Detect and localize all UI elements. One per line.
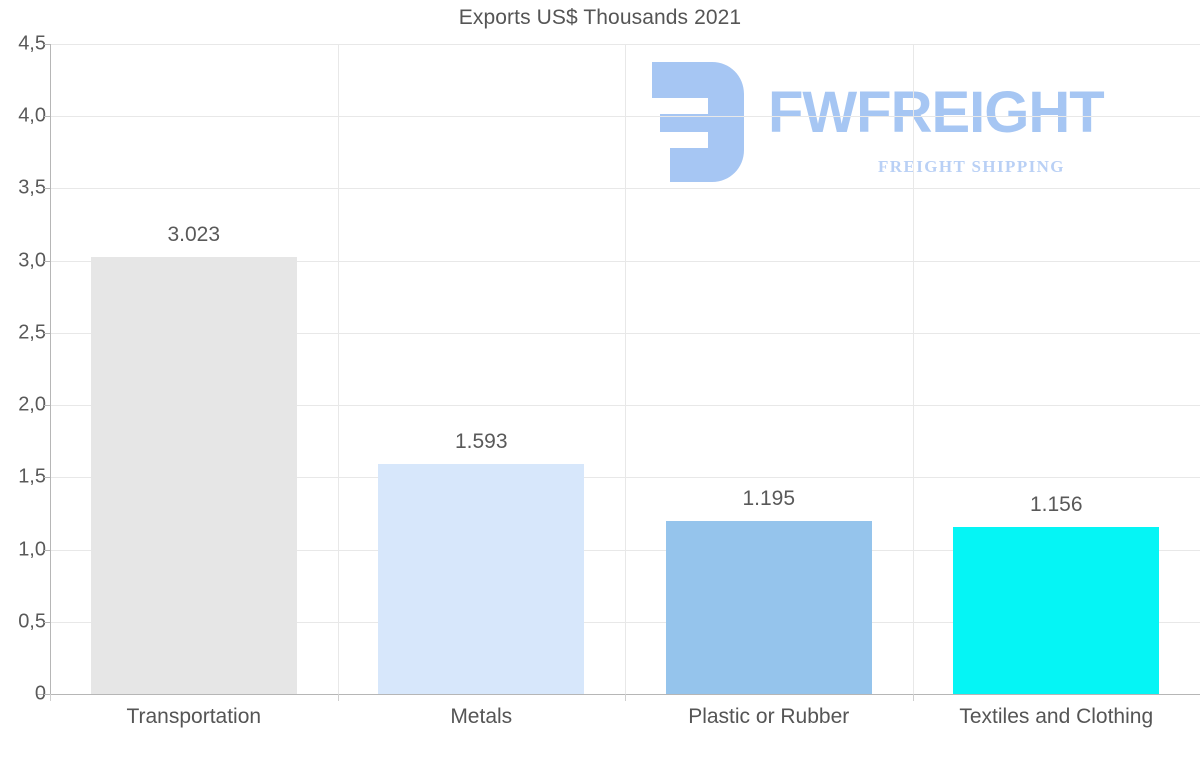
bar[interactable] xyxy=(953,527,1160,694)
y-axis-tick-label: 1,0 xyxy=(18,538,46,561)
x-axis-line xyxy=(36,694,1200,695)
y-axis-tick-mark xyxy=(44,477,51,479)
x-axis-category-label: Transportation xyxy=(126,705,262,728)
bar-value-label: 1.156 xyxy=(1029,493,1083,517)
y-axis-tick-mark xyxy=(44,621,51,623)
x-axis-tick-mark xyxy=(337,694,339,701)
x-axis-category-label: Metals xyxy=(450,705,513,728)
bar[interactable] xyxy=(90,257,297,694)
bar-value-label: 1.195 xyxy=(742,487,796,511)
y-axis-tick-mark xyxy=(44,44,51,45)
bar-value-label: 1.593 xyxy=(454,429,508,453)
y-axis-tick-label: 4,5 xyxy=(18,32,46,55)
x-axis-tick-mark xyxy=(912,694,914,701)
y-axis-line xyxy=(50,44,51,695)
y-axis-tick-label: 0 xyxy=(34,682,46,705)
x-axis-tick-mark xyxy=(50,694,51,701)
y-axis-tick-mark xyxy=(44,116,51,118)
y-axis-tick-mark xyxy=(44,188,51,190)
y-axis-tick-label: 2,5 xyxy=(18,321,46,344)
y-axis-tick-label: 0,5 xyxy=(18,610,46,633)
y-axis-tick-label: 2,0 xyxy=(18,393,46,416)
y-axis-tick-mark xyxy=(44,260,51,262)
y-axis-tick-mark xyxy=(44,694,51,695)
y-axis-labels: 0 0,5 1,0 1,5 2,0 2,5 3,0 3,5 4,0 4,5 xyxy=(0,0,51,763)
x-axis-category-label: Plastic or Rubber xyxy=(688,705,850,728)
y-axis-tick-mark xyxy=(44,549,51,551)
y-axis-tick-mark xyxy=(44,332,51,334)
x-axis-tick-mark xyxy=(625,694,626,701)
gridline-vertical xyxy=(625,44,626,694)
bar-value-label: 3.023 xyxy=(167,223,221,247)
x-axis-category-label: Textiles and Clothing xyxy=(959,705,1154,728)
y-axis-tick-label: 3,0 xyxy=(18,249,46,272)
bar[interactable] xyxy=(378,463,585,694)
plot-area xyxy=(50,44,1200,695)
gridline-vertical xyxy=(912,44,914,694)
y-axis-tick-mark xyxy=(44,405,51,407)
bar[interactable] xyxy=(665,521,872,694)
gridline-vertical xyxy=(337,44,339,694)
chart-title: Exports US$ Thousands 2021 xyxy=(458,6,742,29)
y-axis-tick-label: 4,0 xyxy=(18,104,46,127)
y-axis-tick-label: 3,5 xyxy=(18,176,46,199)
y-axis-tick-label: 1,5 xyxy=(18,465,46,488)
